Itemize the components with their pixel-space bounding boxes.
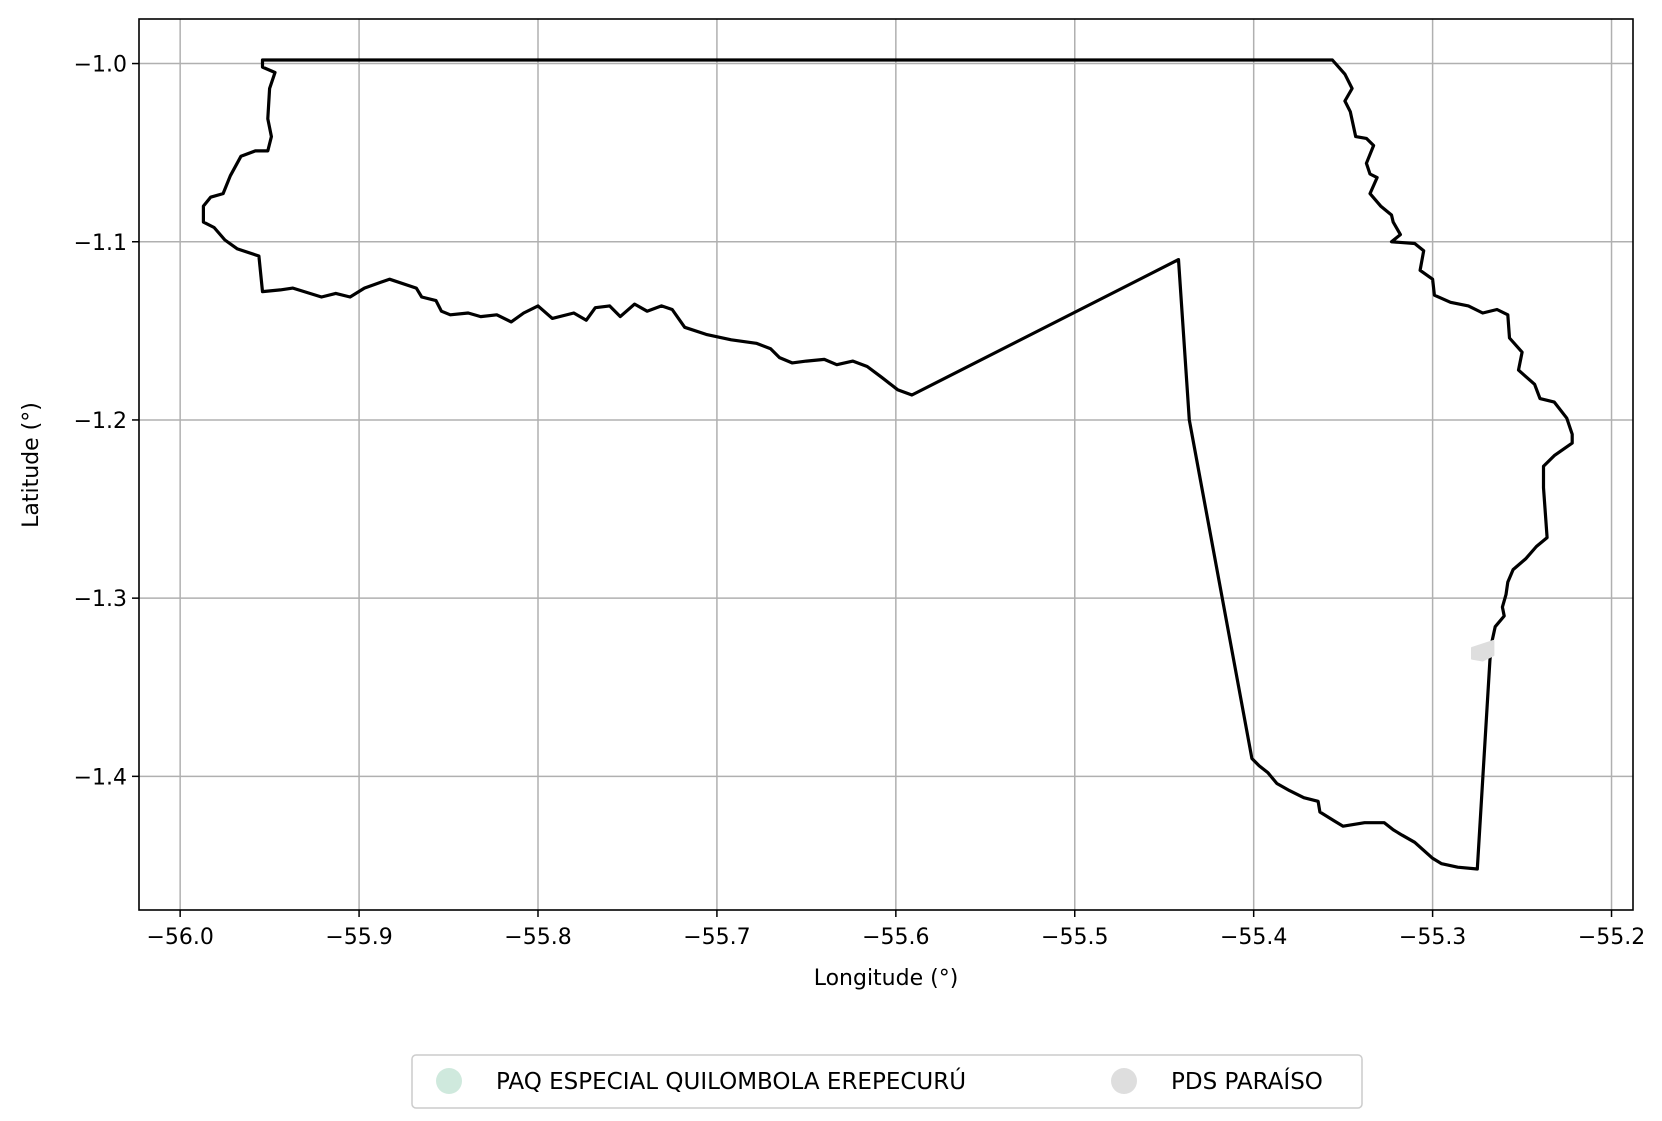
x-tick-label: −55.6 (862, 925, 929, 950)
legend-marker-paq-especial (436, 1068, 462, 1094)
x-tick-label: −55.9 (325, 925, 392, 950)
y-axis-label: Latitude (°) (19, 402, 44, 528)
legend-label-paq-especial: PAQ ESPECIAL QUILOMBOLA EREPECURÚ (496, 1067, 966, 1095)
grid-lines (139, 19, 1633, 910)
legend-label-pds-paraiso: PDS PARAÍSO (1171, 1067, 1323, 1095)
y-tick-label: −1.1 (74, 231, 127, 256)
x-tick-label: −55.7 (683, 925, 750, 950)
polygon-layer (201, 58, 1574, 871)
legend: PAQ ESPECIAL QUILOMBOLA EREPECURÚ PDS PA… (411, 1054, 1363, 1109)
x-tick-label: −55.3 (1399, 925, 1466, 950)
x-tick-label: −56.0 (146, 925, 213, 950)
plot-area-frame (138, 18, 1634, 911)
axis-ticks: −56.0 −55.9 −55.8 −55.7 −55.6 −55.5 −55.4 −55.3… (74, 53, 1646, 950)
territory-pds-paraiso (1471, 639, 1495, 662)
x-tick-label: −55.2 (1578, 925, 1645, 950)
x-tick-label: −55.4 (1220, 925, 1287, 950)
y-tick-label: −1.4 (74, 765, 127, 790)
territory-paq-especial-quilombola (201, 58, 1574, 871)
x-axis-label: Longitude (°) (814, 966, 959, 991)
legend-marker-pds-paraiso (1111, 1068, 1137, 1094)
y-tick-label: −1.3 (74, 587, 127, 612)
y-tick-label: −1.2 (74, 409, 127, 434)
x-tick-label: −55.8 (504, 925, 571, 950)
y-tick-label: −1.0 (74, 53, 127, 78)
x-tick-label: −55.5 (1041, 925, 1108, 950)
